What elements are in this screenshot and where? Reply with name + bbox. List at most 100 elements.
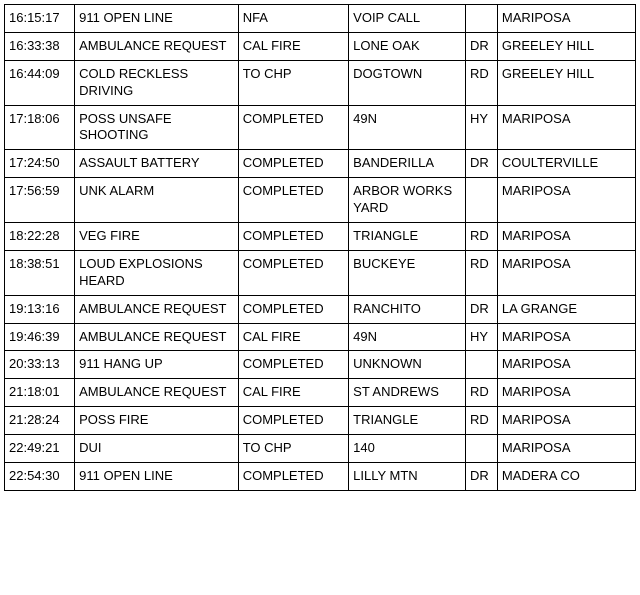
cell-location: LILLY MTN: [349, 463, 466, 491]
cell-suffix: DR: [466, 32, 498, 60]
cell-status: COMPLETED: [238, 105, 348, 150]
cell-city: MARIPOSA: [497, 105, 635, 150]
cell-city: GREELEY HILL: [497, 60, 635, 105]
cell-city: MADERA CO: [497, 463, 635, 491]
table-row: 16:44:09COLD RECKLESS DRIVINGTO CHPDOGTO…: [5, 60, 636, 105]
cell-suffix: HY: [466, 105, 498, 150]
cell-time: 18:38:51: [5, 250, 75, 295]
cell-status: COMPLETED: [238, 250, 348, 295]
cell-time: 17:18:06: [5, 105, 75, 150]
cell-suffix: [466, 351, 498, 379]
cell-location: LONE OAK: [349, 32, 466, 60]
table-row: 21:18:01AMBULANCE REQUESTCAL FIREST ANDR…: [5, 379, 636, 407]
cell-suffix: RD: [466, 223, 498, 251]
cell-incident: LOUD EXPLOSIONS HEARD: [75, 250, 239, 295]
table-row: 22:54:30911 OPEN LINECOMPLETEDLILLY MTND…: [5, 463, 636, 491]
cell-suffix: HY: [466, 323, 498, 351]
cell-time: 18:22:28: [5, 223, 75, 251]
cell-location: BUCKEYE: [349, 250, 466, 295]
cell-location: TRIANGLE: [349, 407, 466, 435]
table-row: 18:38:51LOUD EXPLOSIONS HEARDCOMPLETEDBU…: [5, 250, 636, 295]
cell-incident: ASSAULT BATTERY: [75, 150, 239, 178]
cell-city: MARIPOSA: [497, 407, 635, 435]
table-row: 18:22:28VEG FIRECOMPLETEDTRIANGLERDMARIP…: [5, 223, 636, 251]
cell-suffix: DR: [466, 295, 498, 323]
cell-time: 17:56:59: [5, 178, 75, 223]
cell-status: CAL FIRE: [238, 323, 348, 351]
cell-suffix: [466, 435, 498, 463]
table-row: 17:18:06POSS UNSAFE SHOOTINGCOMPLETED49N…: [5, 105, 636, 150]
table-row: 16:15:17911 OPEN LINENFAVOIP CALL MARIPOS…: [5, 5, 636, 33]
cell-status: TO CHP: [238, 60, 348, 105]
cell-incident: POSS FIRE: [75, 407, 239, 435]
cell-time: 22:54:30: [5, 463, 75, 491]
cell-status: COMPLETED: [238, 295, 348, 323]
cell-incident: AMBULANCE REQUEST: [75, 32, 239, 60]
cell-time: 17:24:50: [5, 150, 75, 178]
table-row: 17:56:59UNK ALARMCOMPLETEDARBOR WORKS YA…: [5, 178, 636, 223]
cell-city: COULTERVILLE: [497, 150, 635, 178]
cell-status: CAL FIRE: [238, 379, 348, 407]
table-row: 22:49:21DUITO CHP140 MARIPOSA: [5, 435, 636, 463]
cell-incident: COLD RECKLESS DRIVING: [75, 60, 239, 105]
cell-city: MARIPOSA: [497, 435, 635, 463]
cell-city: MARIPOSA: [497, 351, 635, 379]
cell-incident: DUI: [75, 435, 239, 463]
cell-city: MARIPOSA: [497, 178, 635, 223]
cell-incident: AMBULANCE REQUEST: [75, 323, 239, 351]
cell-location: ARBOR WORKS YARD: [349, 178, 466, 223]
cell-time: 19:46:39: [5, 323, 75, 351]
cell-incident: 911 OPEN LINE: [75, 463, 239, 491]
cell-incident: 911 OPEN LINE: [75, 5, 239, 33]
cell-suffix: DR: [466, 463, 498, 491]
cell-location: ST ANDREWS: [349, 379, 466, 407]
cell-status: COMPLETED: [238, 463, 348, 491]
cell-time: 22:49:21: [5, 435, 75, 463]
cell-suffix: RD: [466, 379, 498, 407]
cell-location: 140: [349, 435, 466, 463]
table-row: 21:28:24POSS FIRECOMPLETEDTRIANGLERDMARI…: [5, 407, 636, 435]
cell-status: NFA: [238, 5, 348, 33]
cell-incident: UNK ALARM: [75, 178, 239, 223]
cell-status: CAL FIRE: [238, 32, 348, 60]
cell-location: RANCHITO: [349, 295, 466, 323]
cell-time: 21:28:24: [5, 407, 75, 435]
cell-location: TRIANGLE: [349, 223, 466, 251]
cell-location: 49N: [349, 323, 466, 351]
cell-city: MARIPOSA: [497, 223, 635, 251]
cell-incident: VEG FIRE: [75, 223, 239, 251]
cell-status: COMPLETED: [238, 351, 348, 379]
cell-status: COMPLETED: [238, 407, 348, 435]
table-row: 19:13:16AMBULANCE REQUESTCOMPLETEDRANCHI…: [5, 295, 636, 323]
cell-city: MARIPOSA: [497, 250, 635, 295]
cell-time: 21:18:01: [5, 379, 75, 407]
cell-suffix: [466, 5, 498, 33]
cell-city: GREELEY HILL: [497, 32, 635, 60]
cell-time: 19:13:16: [5, 295, 75, 323]
table-row: 17:24:50ASSAULT BATTERYCOMPLETEDBANDERIL…: [5, 150, 636, 178]
cell-time: 16:33:38: [5, 32, 75, 60]
cell-incident: 911 HANG UP: [75, 351, 239, 379]
cell-location: VOIP CALL: [349, 5, 466, 33]
cell-time: 16:44:09: [5, 60, 75, 105]
cell-time: 16:15:17: [5, 5, 75, 33]
cell-suffix: RD: [466, 250, 498, 295]
cell-suffix: RD: [466, 407, 498, 435]
cell-location: DOGTOWN: [349, 60, 466, 105]
table-row: 19:46:39AMBULANCE REQUESTCAL FIRE49NHYMA…: [5, 323, 636, 351]
cell-location: BANDERILLA: [349, 150, 466, 178]
cell-status: COMPLETED: [238, 223, 348, 251]
incident-log-body: 16:15:17911 OPEN LINENFAVOIP CALLMARIPOS…: [5, 5, 636, 491]
cell-city: MARIPOSA: [497, 5, 635, 33]
cell-status: TO CHP: [238, 435, 348, 463]
cell-suffix: DR: [466, 150, 498, 178]
cell-city: LA GRANGE: [497, 295, 635, 323]
cell-suffix: [466, 178, 498, 223]
cell-location: UNKNOWN: [349, 351, 466, 379]
incident-log-table: 16:15:17911 OPEN LINENFAVOIP CALLMARIPOS…: [4, 4, 636, 491]
table-row: 16:33:38AMBULANCE REQUESTCAL FIRELONE OA…: [5, 32, 636, 60]
table-row: 20:33:13911 HANG UPCOMPLETEDUNKNOWNMARIP…: [5, 351, 636, 379]
cell-incident: AMBULANCE REQUEST: [75, 295, 239, 323]
cell-status: COMPLETED: [238, 150, 348, 178]
cell-incident: POSS UNSAFE SHOOTING: [75, 105, 239, 150]
